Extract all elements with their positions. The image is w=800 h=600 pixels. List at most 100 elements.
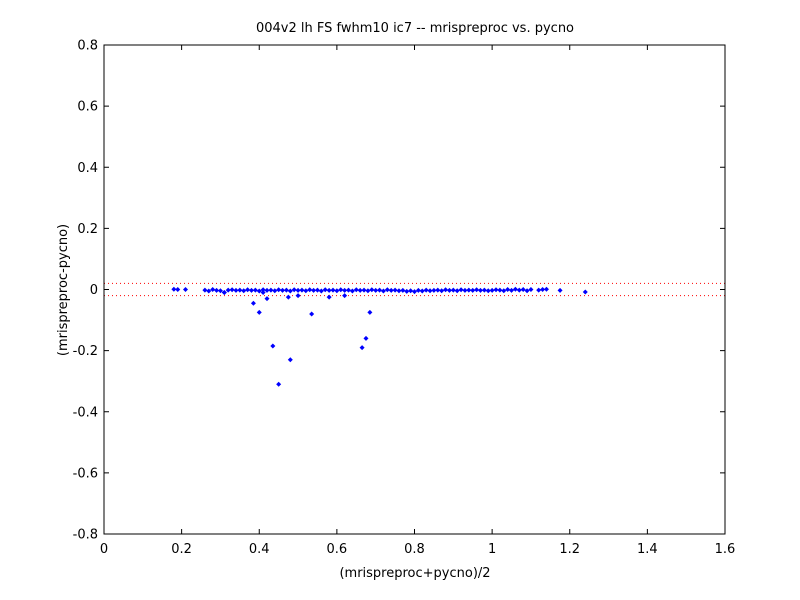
data-point bbox=[264, 287, 270, 293]
x-tick-label: 1 bbox=[488, 542, 496, 557]
data-point bbox=[497, 287, 503, 293]
data-point bbox=[214, 287, 220, 293]
data-point bbox=[388, 287, 394, 293]
data-point bbox=[454, 288, 460, 294]
data-point bbox=[363, 335, 369, 341]
data-point bbox=[260, 290, 266, 296]
x-tick-label: 1.4 bbox=[637, 542, 658, 557]
data-point bbox=[314, 287, 320, 293]
x-axis-label: (mrispreproc+pycno)/2 bbox=[339, 566, 490, 581]
data-point bbox=[493, 287, 499, 293]
data-point bbox=[264, 296, 270, 302]
data-point bbox=[233, 287, 239, 293]
data-point bbox=[241, 288, 247, 294]
data-point bbox=[524, 288, 530, 294]
data-point bbox=[276, 381, 282, 387]
data-point bbox=[175, 287, 181, 292]
data-point bbox=[450, 287, 456, 293]
x-tick-label: 0.8 bbox=[404, 542, 425, 557]
data-point bbox=[183, 287, 189, 292]
data-point bbox=[295, 293, 301, 299]
data-point bbox=[384, 287, 390, 293]
x-axis-ticks: 0 0.2 0.4 0.6 0.8 1 1.2 1.4 1.6 bbox=[100, 45, 735, 557]
data-point bbox=[303, 288, 309, 294]
data-point bbox=[431, 287, 437, 293]
data-point bbox=[540, 287, 546, 292]
data-point bbox=[202, 287, 208, 293]
data-point bbox=[419, 288, 425, 294]
data-point bbox=[505, 287, 511, 292]
data-point bbox=[435, 287, 441, 293]
y-tick-label: 0.2 bbox=[77, 222, 98, 237]
data-point bbox=[404, 288, 410, 294]
data-point bbox=[229, 287, 235, 293]
data-point bbox=[221, 290, 227, 296]
x-tick-label: 0.6 bbox=[327, 542, 348, 557]
data-point bbox=[423, 287, 429, 293]
data-point bbox=[353, 287, 359, 293]
y-tick-label: -0.2 bbox=[73, 344, 98, 359]
y-tick-label: -0.8 bbox=[73, 528, 98, 543]
data-point bbox=[415, 287, 421, 293]
data-point bbox=[287, 288, 293, 294]
data-point bbox=[357, 287, 363, 293]
data-point bbox=[206, 288, 212, 294]
data-point bbox=[509, 287, 515, 293]
y-axis-label: (mrispreproc-pycno) bbox=[56, 224, 71, 356]
y-tick-label: 0 bbox=[90, 283, 98, 298]
data-point bbox=[248, 287, 254, 293]
data-point bbox=[536, 287, 542, 293]
data-point bbox=[512, 286, 518, 292]
data-point bbox=[528, 287, 534, 292]
data-point bbox=[373, 287, 379, 293]
data-point bbox=[250, 300, 256, 306]
data-point bbox=[217, 288, 223, 294]
data-point bbox=[412, 289, 417, 295]
data-point bbox=[210, 287, 216, 292]
data-point bbox=[489, 287, 495, 293]
x-tick-label: 1.6 bbox=[715, 542, 736, 557]
y-tick-label: 0.4 bbox=[77, 161, 98, 176]
data-point bbox=[338, 287, 344, 293]
data-point bbox=[557, 287, 563, 293]
data-point bbox=[359, 345, 365, 351]
data-point bbox=[295, 287, 301, 293]
data-point bbox=[396, 288, 402, 294]
data-point bbox=[477, 287, 483, 293]
data-point bbox=[283, 287, 289, 293]
data-point bbox=[268, 287, 274, 293]
data-point bbox=[361, 287, 367, 293]
x-tick-label: 0 bbox=[100, 542, 108, 557]
data-point bbox=[171, 286, 177, 292]
data-point bbox=[309, 311, 315, 317]
data-point bbox=[582, 289, 588, 295]
data-point bbox=[280, 287, 286, 293]
data-point bbox=[225, 287, 231, 293]
data-point bbox=[543, 286, 549, 292]
data-point bbox=[342, 287, 348, 293]
data-point bbox=[270, 343, 276, 349]
data-point bbox=[443, 287, 449, 293]
data-point bbox=[501, 288, 507, 294]
data-point bbox=[346, 287, 352, 293]
data-point bbox=[380, 288, 386, 294]
data-point bbox=[369, 287, 375, 293]
data-point bbox=[446, 287, 452, 293]
data-point bbox=[392, 287, 398, 293]
data-point bbox=[260, 287, 266, 293]
data-point bbox=[307, 287, 313, 293]
x-tick-label: 0.2 bbox=[171, 542, 192, 557]
data-point bbox=[408, 288, 414, 294]
data-point bbox=[485, 288, 491, 294]
data-point bbox=[367, 309, 373, 315]
data-point bbox=[365, 288, 371, 294]
data-point bbox=[326, 294, 332, 300]
data-point bbox=[520, 287, 526, 292]
data-point bbox=[462, 287, 468, 293]
data-point bbox=[516, 287, 522, 293]
data-point bbox=[287, 357, 293, 363]
data-point bbox=[458, 287, 464, 293]
y-axis-ticks: -0.8 -0.6 -0.4 -0.2 0 0.2 0.4 0.6 0.8 bbox=[73, 39, 725, 543]
data-point bbox=[326, 287, 332, 293]
